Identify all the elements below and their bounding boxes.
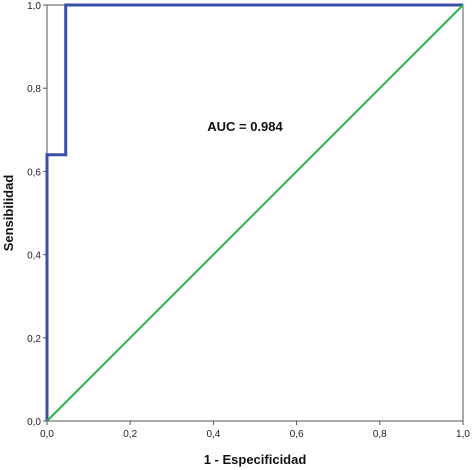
x-axis-title: 1 - Especificidad <box>204 452 307 467</box>
x-tick-label: 0,2 <box>123 429 137 440</box>
y-tick-label: 0,8 <box>27 84 41 95</box>
x-tick-label: 1,0 <box>456 429 470 440</box>
y-tick-label: 0,6 <box>27 167 41 178</box>
y-tick-label: 0,0 <box>27 417 41 428</box>
reference-diagonal-line <box>46 4 464 422</box>
series-layer <box>45 3 464 422</box>
x-tick-label: 0,0 <box>40 429 54 440</box>
x-axis-ticks: 0,0 0,2 0,4 0,6 0,8 1,0 <box>40 421 470 440</box>
x-tick-label: 0,8 <box>373 429 387 440</box>
y-axis-title: Sensibilidad <box>1 175 16 252</box>
annotation-auc: AUC = 0.984 <box>207 119 283 134</box>
y-axis-ticks: 0,0 0,2 0,4 0,6 0,8 1,0 <box>27 1 47 428</box>
x-tick-label: 0,6 <box>290 429 304 440</box>
y-tick-label: 0,2 <box>27 334 41 345</box>
roc-curve-line <box>45 3 463 421</box>
y-tick-label: 0,4 <box>27 251 41 262</box>
x-tick-label: 0,4 <box>206 429 220 440</box>
y-tick-label: 1,0 <box>27 1 41 12</box>
